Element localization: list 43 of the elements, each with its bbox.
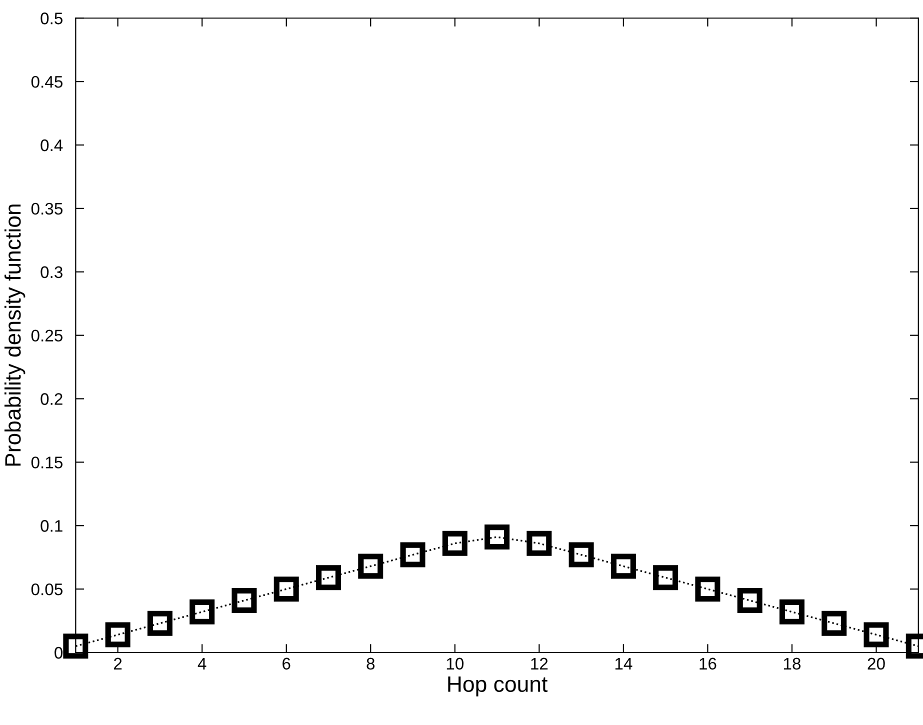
y-tick-label: 0.2 (40, 393, 62, 405)
x-tick-label: 14 (615, 658, 632, 670)
point (864, 622, 889, 648)
y-tick-label: 0.35 (31, 202, 62, 215)
point (316, 565, 341, 590)
point (274, 576, 299, 602)
x-tick-label: 4 (198, 658, 206, 670)
point (653, 565, 678, 590)
point (105, 622, 130, 648)
y-tick-label: 0.4 (40, 139, 63, 152)
point (442, 530, 468, 556)
y-tick-label: 0.25 (31, 330, 62, 342)
point (232, 588, 257, 613)
point (526, 530, 552, 556)
x-tick-label: 16 (700, 658, 716, 670)
y-tick-label: 0 (54, 646, 63, 659)
x-tick-label: 6 (282, 658, 290, 670)
x-tick-label: 18 (784, 658, 801, 670)
y-tick-label: 0.05 (31, 583, 62, 596)
point (147, 610, 172, 636)
x-tick-label: 12 (531, 658, 548, 670)
y-tick-label: 0.15 (31, 456, 62, 468)
x-axis-title: Hop count (448, 676, 548, 696)
y-axis-title: Probability density function (4, 204, 26, 466)
y-tick-label: 0.1 (40, 520, 62, 532)
x-tick-label: 2 (114, 658, 122, 670)
point (695, 576, 720, 602)
y-tick-label: 0.5 (40, 12, 62, 24)
point (737, 588, 762, 613)
point (190, 599, 215, 624)
x-tick-label: 20 (868, 658, 885, 670)
x-tick-label: 10 (446, 658, 464, 670)
point (358, 554, 384, 579)
point (610, 554, 636, 579)
point (400, 542, 426, 568)
point (484, 524, 510, 550)
point (568, 542, 594, 568)
y-tick-label: 0.45 (31, 76, 62, 88)
point (779, 599, 804, 624)
y-tick-label: 0.3 (40, 266, 62, 278)
point (822, 610, 847, 636)
x-tick-label: 8 (366, 658, 375, 670)
point (63, 634, 88, 659)
